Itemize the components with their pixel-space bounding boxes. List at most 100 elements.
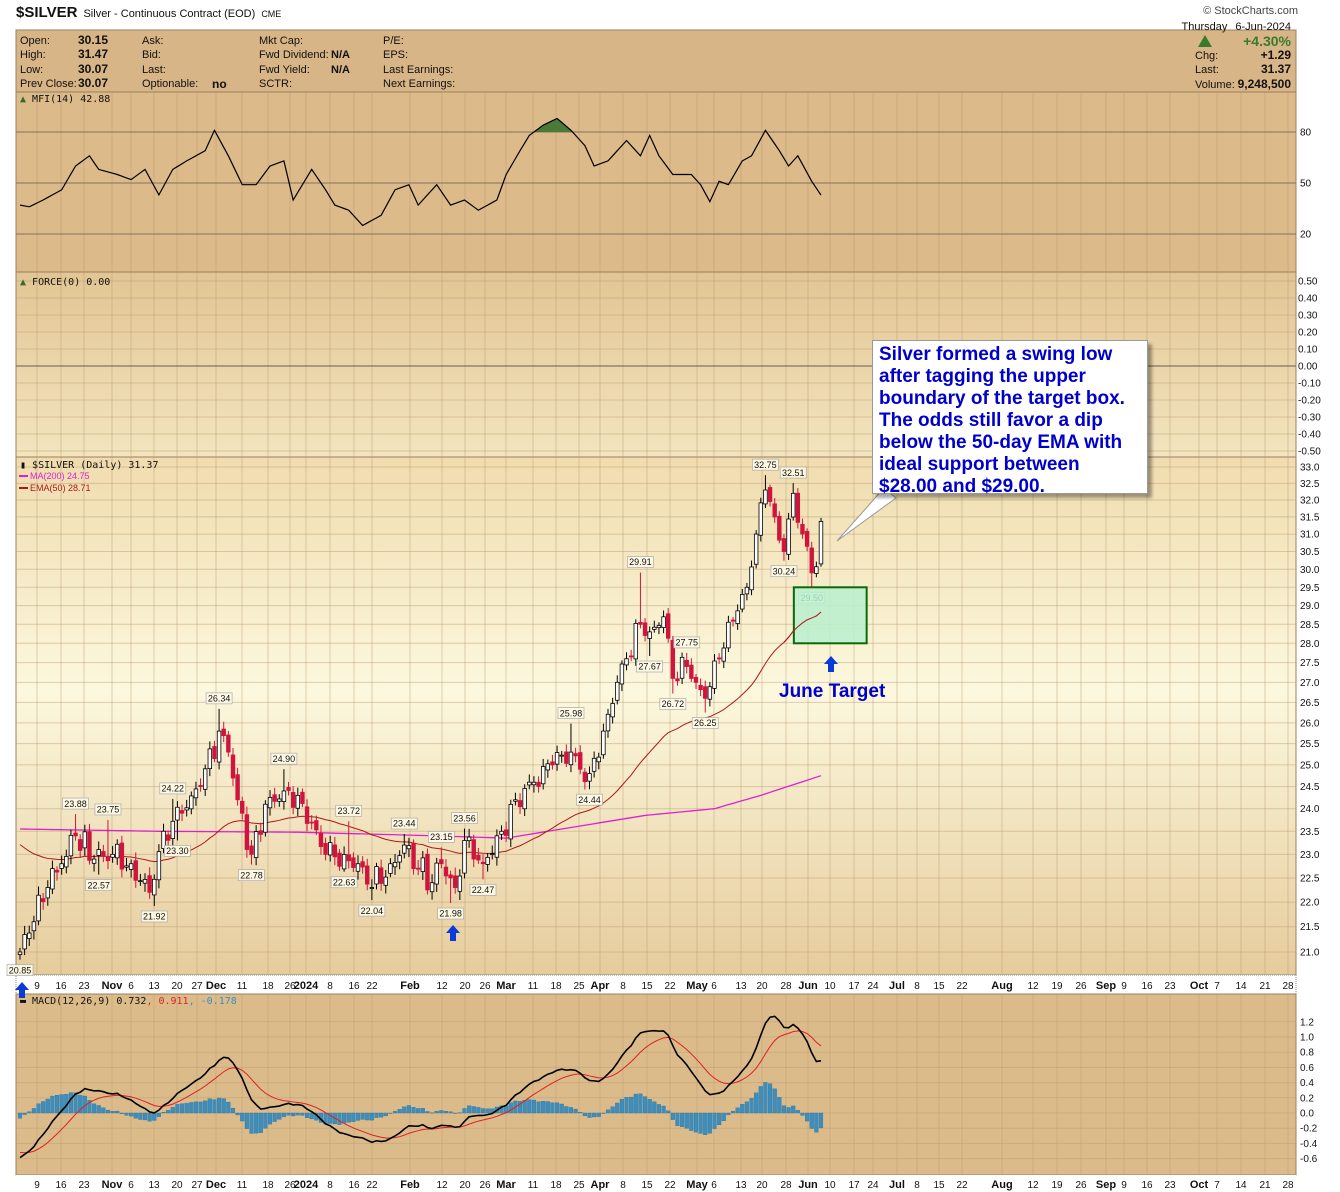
macd-series — [17, 1015, 824, 1159]
candle — [337, 852, 342, 867]
x-tick-label: 18 — [262, 981, 274, 992]
candle — [591, 757, 597, 772]
candle — [545, 763, 551, 771]
candle — [304, 806, 310, 824]
annotation-callout: Silver formed a swing low after tagging … — [872, 340, 1148, 497]
mfi-tick-label: 50 — [1300, 179, 1312, 190]
x-tick-label: 25 — [573, 981, 585, 992]
macd-histogram-bar — [59, 1094, 64, 1114]
x-tick-label: Nov — [102, 1179, 124, 1191]
candle — [184, 807, 189, 811]
candle — [36, 894, 41, 922]
candle — [791, 492, 796, 518]
candle — [693, 676, 699, 683]
x-tick-label: 21 — [1259, 1180, 1271, 1191]
quote-label: Optionable: — [142, 78, 198, 90]
macd-histogram-bar — [647, 1099, 652, 1114]
x-tick-label: Sep — [1096, 1179, 1116, 1191]
price-tick-label: 29.0 — [1300, 601, 1320, 612]
x-tick-label: 8 — [327, 981, 333, 992]
candle — [740, 594, 745, 610]
price-tick-label: 30.0 — [1300, 565, 1320, 576]
macd-histogram-bar — [267, 1112, 273, 1125]
candle — [142, 879, 148, 884]
x-tick-label: 22 — [956, 981, 968, 992]
price-label-box — [451, 812, 478, 824]
price-label-box — [427, 831, 455, 843]
macd-histogram-bar — [712, 1112, 717, 1129]
macd-histogram-bar — [189, 1102, 194, 1114]
candle — [221, 728, 226, 736]
macd-histogram-bar — [328, 1112, 333, 1124]
price-label: 32.51 — [782, 468, 805, 478]
macd-histogram-bar — [730, 1110, 736, 1114]
candle — [652, 626, 657, 630]
last-value: 31.37 — [1261, 62, 1291, 76]
candle — [397, 855, 402, 863]
macd-histogram-bar — [360, 1112, 365, 1120]
x-tick-label: Feb — [400, 1179, 420, 1191]
candle — [457, 875, 463, 892]
macd-histogram-bar — [138, 1112, 143, 1120]
candle — [772, 503, 777, 518]
ema50-legend: EMA(50) 28.71 — [30, 483, 91, 493]
macd-histogram-bar — [337, 1112, 342, 1125]
x-tick-label: 16 — [348, 981, 360, 992]
x-tick-label: Jun — [798, 980, 818, 992]
price-label: 22.47 — [472, 885, 495, 895]
x-tick-label: 6 — [128, 981, 134, 992]
macd-histogram-bar — [443, 1110, 449, 1114]
x-tick-label: 13 — [148, 981, 160, 992]
price-tick-label: 28.0 — [1300, 639, 1320, 650]
candle — [439, 859, 444, 865]
june-target-arrow-icon — [824, 656, 838, 672]
force-tick-label: 0.10 — [1298, 345, 1318, 356]
candle — [392, 862, 398, 868]
x-tick-label: 23 — [1164, 981, 1176, 992]
macd-histogram-bar — [156, 1112, 161, 1117]
x-tick-label: 26 — [479, 1180, 491, 1191]
macd-histogram-bar — [388, 1112, 393, 1114]
macd-histogram-bar — [101, 1107, 106, 1114]
price-label: 27.67 — [638, 662, 661, 672]
price-label: 32.75 — [754, 460, 777, 470]
x-tick-label: 6 — [711, 1180, 717, 1191]
macd-histogram-bar — [670, 1112, 675, 1120]
candle — [258, 830, 263, 835]
mfi-panel — [15, 91, 1297, 273]
date-axis-bottom — [16, 1175, 1296, 1191]
macd-histogram-bar — [592, 1112, 597, 1118]
candle — [425, 853, 430, 891]
x-tick-label: 15 — [933, 1180, 945, 1191]
candle — [212, 746, 217, 760]
macd-histogram-bar — [605, 1109, 611, 1114]
quote-label: Ask: — [142, 35, 163, 47]
candle — [540, 766, 546, 785]
macd-histogram-bar — [198, 1101, 203, 1114]
quote-label: Fwd Dividend: — [259, 49, 329, 61]
candle — [318, 832, 324, 847]
macd-histogram-bar — [346, 1112, 351, 1123]
macd-histogram-bar — [295, 1112, 300, 1116]
quote-value: 30.07 — [78, 76, 108, 90]
candle — [749, 566, 754, 591]
macd-histogram-bar — [633, 1093, 638, 1114]
mfi-legend: ▲ MFI(14) 42.88 — [20, 94, 110, 105]
start-arrow-icon — [15, 982, 29, 998]
candle — [281, 790, 287, 803]
candle — [202, 768, 208, 790]
x-tick-label: 15 — [933, 981, 945, 992]
price-label-box — [557, 707, 585, 719]
price-label: 22.57 — [87, 880, 110, 890]
x-tick-label: 16 — [1141, 981, 1153, 992]
price-tick-label: 29.5 — [1300, 583, 1320, 594]
quote-value: 30.15 — [78, 33, 108, 47]
price-series — [17, 475, 824, 960]
candle — [198, 785, 203, 787]
macd-histogram-bar — [656, 1104, 661, 1114]
x-tick-label: May — [686, 1179, 708, 1191]
force-tick-label: -0.10 — [1298, 379, 1321, 390]
candle — [263, 803, 268, 833]
macd-histogram-bar — [342, 1112, 347, 1124]
